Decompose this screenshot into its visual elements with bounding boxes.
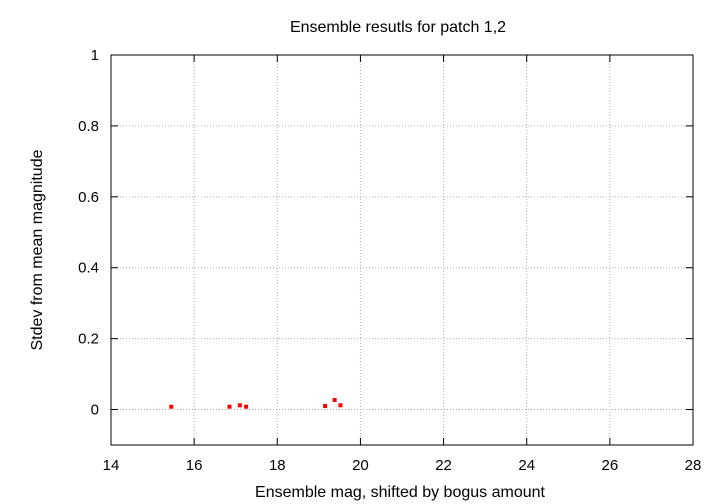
y-axis: 0 0.2 0.4 0.6 0.8 1 [78,47,693,419]
x-tick-label: 20 [352,457,369,474]
data-points [169,397,343,409]
data-point [332,397,337,402]
chart-title: Ensemble resutls for patch 1,2 [290,19,506,36]
data-point [227,404,232,409]
x-tick-label: 14 [103,457,120,474]
y-axis-label: Stdev from mean magnitude [29,149,46,350]
data-point [323,404,328,408]
x-tick-label: 16 [186,457,203,474]
x-axis-label: Ensemble mag, shifted by bogus amount [255,484,546,501]
data-point [237,403,242,408]
plot-frame [110,54,694,446]
data-point [169,404,174,409]
y-tick-label: 0.8 [78,118,99,135]
x-axis: 14 16 18 20 22 24 26 28 [103,55,702,474]
x-tick-label: 28 [685,457,702,474]
x-tick-label: 26 [602,457,619,474]
y-tick-label: 0.4 [78,260,99,277]
y-tick-label: 0 [91,402,99,419]
y-tick-label: 1 [91,47,99,64]
x-tick-label: 22 [435,457,452,474]
y-tick-label: 0.2 [78,331,99,348]
x-tick-label: 18 [269,457,286,474]
grid-lines [111,55,693,445]
data-point [244,404,249,409]
x-tick-label: 24 [518,457,535,474]
data-point [338,403,343,408]
y-tick-label: 0.6 [78,189,99,206]
